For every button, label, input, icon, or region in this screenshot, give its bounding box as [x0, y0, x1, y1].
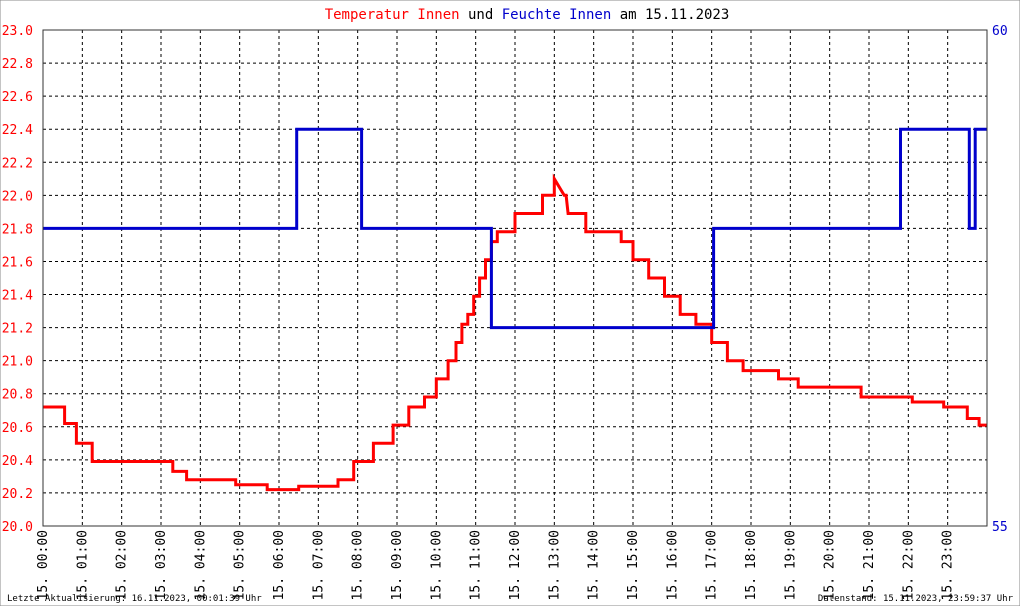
footer-data-status: Datenstand: 15.11.2023, 23:59:37 Uhr — [818, 594, 1014, 604]
chart-title: Temperatur Innen und Feuchte Innen am 15… — [325, 7, 730, 23]
x-tick-label: 15. 02:00 — [115, 530, 130, 600]
left-tick-label: 21.8 — [2, 222, 33, 237]
plot-border — [42, 29, 988, 527]
title-date: am 15.11.2023 — [611, 7, 729, 23]
x-axis-ticks: 15. 00:00 15. 01:00 15. 02:00 15. 03:00 15. … — [36, 530, 956, 600]
x-tick-label: 15. 03:00 — [154, 530, 169, 600]
left-tick-label: 21.0 — [2, 355, 33, 370]
x-tick-label: 15. 22:00 — [901, 530, 916, 600]
series — [43, 127, 987, 492]
x-tick-label: 15. 11:00 — [469, 530, 484, 600]
left-tick-label: 22.4 — [2, 123, 33, 138]
left-tick-label: 21.6 — [2, 255, 33, 270]
left-tick-label: 22.2 — [2, 156, 33, 171]
x-tick-label: 15. 14:00 — [587, 530, 602, 600]
title-and: und — [460, 7, 502, 23]
left-tick-label: 23.0 — [2, 24, 33, 39]
left-tick-label: 22.8 — [2, 57, 33, 72]
humidity-series-line — [43, 127, 987, 330]
x-tick-label: 15. 07:00 — [311, 530, 326, 600]
x-tick-label: 15. 21:00 — [862, 530, 877, 600]
footer-last-update: Letzte Aktualisierung: 16.11.2023, 00:01… — [7, 594, 262, 604]
left-tick-label: 21.4 — [2, 289, 33, 304]
x-tick-label: 15. 00:00 — [36, 530, 51, 600]
x-tick-label: 15. 05:00 — [233, 530, 248, 600]
left-tick-label: 22.0 — [2, 189, 33, 204]
x-tick-label: 15. 06:00 — [272, 530, 287, 600]
left-tick-label: 20.0 — [2, 520, 33, 535]
x-tick-label: 15. 08:00 — [351, 530, 366, 600]
title-temperature: Temperatur Innen — [325, 7, 460, 23]
x-tick-label: 15. 15:00 — [626, 530, 641, 600]
x-tick-label: 15. 12:00 — [508, 530, 523, 600]
title-humidity: Feuchte Innen — [502, 7, 612, 23]
x-tick-label: 15. 09:00 — [390, 530, 405, 600]
x-tick-label: 15. 16:00 — [665, 530, 680, 600]
x-tick-label: 15. 01:00 — [75, 530, 90, 600]
left-tick-label: 20.6 — [2, 421, 33, 436]
left-tick-label: 21.2 — [2, 322, 33, 337]
x-tick-label: 15. 20:00 — [823, 530, 838, 600]
right-axis-ticks: 55 60 — [992, 24, 1008, 535]
left-tick-label: 20.8 — [2, 388, 33, 403]
x-tick-label: 15. 13:00 — [547, 530, 562, 600]
x-tick-label: 15. 17:00 — [705, 530, 720, 600]
right-tick-label: 60 — [992, 24, 1008, 39]
left-axis-ticks: 20.0 20.2 20.4 20.6 20.8 21.0 21.2 21.4 21.6 21.8… — [2, 24, 33, 535]
right-tick-label: 55 — [992, 520, 1008, 535]
x-tick-label: 15. 04:00 — [193, 530, 208, 600]
x-tick-label: 15. 10:00 — [429, 530, 444, 600]
left-tick-label: 20.4 — [2, 454, 33, 469]
x-tick-label: 15. 23:00 — [941, 530, 956, 600]
x-tick-label: 15. 18:00 — [744, 530, 759, 600]
temperature-series-line — [43, 173, 987, 492]
left-tick-label: 20.2 — [2, 487, 33, 502]
x-tick-label: 15. 19:00 — [783, 530, 798, 600]
left-tick-label: 22.6 — [2, 90, 33, 105]
